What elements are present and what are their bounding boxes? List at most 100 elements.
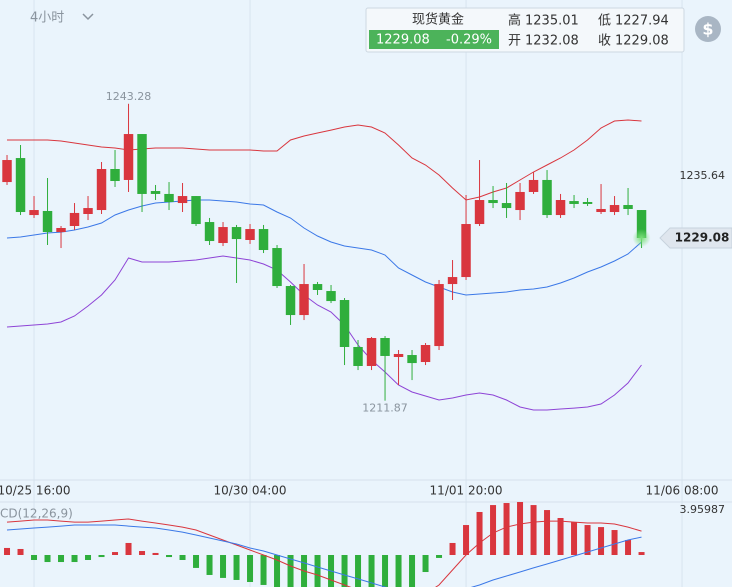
macd-bar [638, 552, 645, 555]
macd-bar [260, 554, 267, 585]
open-label: 开 [508, 34, 521, 49]
candle-body [474, 200, 485, 225]
change: -0.29% [446, 33, 492, 48]
candle-body [272, 248, 282, 287]
macd-bar [611, 530, 618, 555]
candle-body [447, 277, 458, 285]
candle-body [110, 169, 120, 182]
extreme-label: 1211.87 [362, 402, 408, 415]
candle-body [42, 210, 53, 233]
macd-bar [139, 551, 146, 555]
macd-bar [382, 554, 389, 587]
dropdown-chevron[interactable] [82, 13, 94, 21]
candle-body [596, 208, 606, 213]
open: 1232.08 [525, 34, 579, 49]
candle-body [2, 160, 12, 183]
macd-bar [314, 554, 321, 587]
macd-line [6, 518, 642, 587]
macd-bar [368, 554, 375, 587]
close: 1229.08 [615, 34, 669, 49]
macd-bar [44, 554, 51, 563]
macd-bar [449, 542, 456, 555]
candle-body [569, 201, 579, 204]
instrument-name: 现货黄金 [412, 12, 464, 28]
macd-bar [193, 554, 200, 568]
macd-bar [125, 542, 132, 555]
macd-bar [530, 505, 537, 555]
x-tick-label: 11/01 20:00 [430, 484, 503, 498]
x-tick-label: 11/06 08:00 [646, 484, 719, 498]
macd-bar [247, 554, 254, 583]
candle-body [83, 208, 93, 214]
candle-body [312, 284, 323, 290]
candle-body [231, 227, 242, 240]
candle-body [393, 353, 404, 358]
macd-bar [179, 554, 186, 560]
macd-bar [422, 554, 429, 573]
last-price-label: 1229.08 [675, 231, 730, 245]
currency-icon-glyph[interactable]: $ [702, 20, 713, 39]
macd-bar [355, 554, 362, 587]
macd-bar [71, 554, 78, 563]
macd-bar [395, 554, 402, 587]
candle-body [285, 286, 296, 316]
macd-bar [220, 554, 227, 578]
macd-bar [152, 552, 159, 555]
candle-body [326, 291, 336, 302]
candle-body [137, 134, 147, 194]
macd-bar [17, 548, 24, 555]
candle-body [69, 212, 80, 227]
candle-body [434, 284, 444, 347]
price: 1229.08 [376, 33, 430, 48]
candle-body [501, 203, 512, 209]
macd-bar [517, 502, 524, 555]
candle-body [164, 193, 174, 202]
x-tick-label: 10/30 04:00 [214, 484, 287, 498]
candle-body [528, 179, 539, 192]
candle-body [488, 200, 498, 204]
candle-body [150, 191, 161, 194]
candle-body [461, 224, 471, 278]
candle-body [582, 201, 593, 204]
macd-bar [476, 511, 483, 555]
high: 1235.01 [525, 14, 579, 29]
macd-bar [544, 510, 551, 555]
high-label: 高 [508, 13, 521, 29]
last-price-glow [632, 229, 651, 248]
last-price-tag [659, 227, 732, 249]
candle-body [299, 284, 309, 316]
price-pane [2, 103, 647, 411]
macd-bar [557, 518, 564, 555]
macd-title: CD(12,26,9) [0, 507, 73, 521]
low-label: 低 [598, 14, 611, 29]
y-tick-label: 1235.64 [680, 169, 726, 182]
candle-body [204, 222, 215, 242]
candle-body [542, 179, 552, 216]
candle-body [15, 158, 26, 213]
candle-body [56, 227, 66, 233]
candle-body [407, 355, 417, 364]
candle-body [245, 229, 255, 240]
macd-bar [625, 540, 632, 555]
macd-bar [233, 554, 240, 580]
macd-bar [58, 554, 65, 563]
macd-bar [463, 525, 470, 555]
macd-bar [112, 552, 119, 555]
macd-bar [98, 554, 105, 558]
candle-body [515, 191, 525, 211]
period[interactable]: 4小时 [30, 11, 64, 26]
candle-body [177, 196, 188, 204]
macd-pane [4, 502, 645, 587]
macd-bar [503, 503, 510, 555]
macd-bar [274, 554, 281, 587]
macd-bar [584, 525, 591, 555]
macd-bar [4, 547, 11, 555]
macd-bar [598, 527, 605, 555]
macd-bar [31, 554, 38, 560]
currency-icon[interactable] [695, 16, 721, 42]
y-tick-label: 3.95987 [680, 503, 726, 516]
macd-bar [287, 554, 294, 587]
